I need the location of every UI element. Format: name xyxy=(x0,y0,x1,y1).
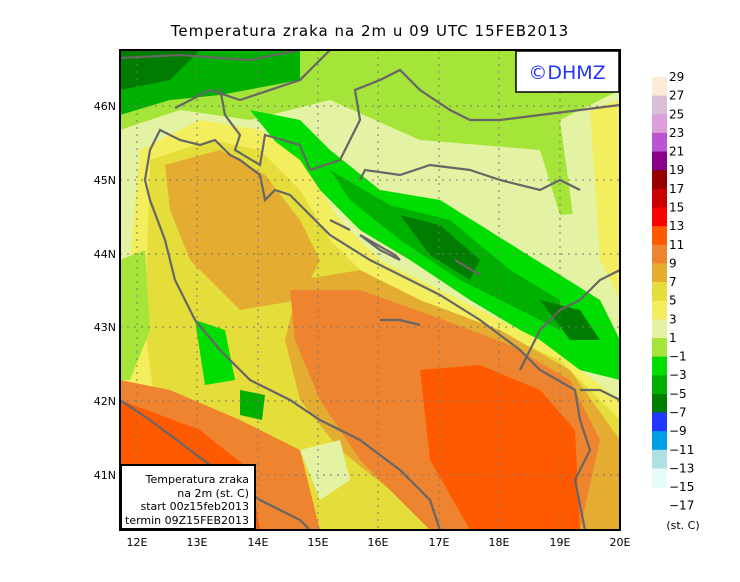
lon-label: 14E xyxy=(248,536,269,549)
legend-label: −1 xyxy=(669,350,687,364)
legend-label: 3 xyxy=(669,312,677,326)
legend-label: 23 xyxy=(669,126,684,140)
legend-label: 19 xyxy=(669,163,684,177)
legend-swatch xyxy=(652,282,667,302)
watermark-box xyxy=(515,50,620,93)
legend-swatch xyxy=(652,170,667,190)
map-frame xyxy=(119,49,621,531)
legend-label: −11 xyxy=(669,443,694,457)
legend-label: 25 xyxy=(669,107,684,121)
legend-unit: (st. C) xyxy=(666,519,699,532)
legend-swatch xyxy=(652,188,667,208)
legend-label: −9 xyxy=(669,424,687,438)
legend-label: 15 xyxy=(669,200,684,214)
legend-swatch xyxy=(652,226,667,246)
legend-swatch xyxy=(652,393,667,413)
info-line-4: termin 09Z15FEB2013 xyxy=(125,514,249,527)
info-line-3: start 00z15feb2013 xyxy=(140,500,249,513)
legend-swatch xyxy=(652,244,667,264)
lat-label: 46N xyxy=(94,100,116,113)
lat-label: 43N xyxy=(94,321,116,334)
legend-label: −13 xyxy=(669,461,694,475)
temperature-field xyxy=(120,50,620,530)
legend-label: 27 xyxy=(669,89,684,103)
legend-label: −3 xyxy=(669,368,687,382)
lat-lon-grid xyxy=(120,50,620,530)
legend-swatch xyxy=(652,263,667,283)
legend-label: −5 xyxy=(669,387,687,401)
legend-label: 5 xyxy=(669,294,677,308)
legend-label: 17 xyxy=(669,182,684,196)
info-line-1: Temperatura zraka xyxy=(145,473,249,486)
legend-swatch xyxy=(652,356,667,376)
legend-label: −15 xyxy=(669,480,694,494)
info-line-2: na 2m (st. C) xyxy=(177,487,249,500)
info-box xyxy=(120,464,256,530)
legend-swatch xyxy=(652,300,667,320)
lon-label: 19E xyxy=(550,536,571,549)
map-title: Temperatura zraka na 2m u 09 UTC 15FEB20… xyxy=(170,22,570,40)
legend-label: 21 xyxy=(669,145,684,159)
legend-swatch xyxy=(652,319,667,339)
legend-swatch xyxy=(652,431,667,451)
lat-label: 41N xyxy=(94,469,116,482)
legend-label: −7 xyxy=(669,406,687,420)
lat-label: 44N xyxy=(94,248,116,261)
legend-swatch xyxy=(652,449,667,469)
legend-swatch xyxy=(652,77,667,97)
legend-label: 29 xyxy=(669,70,684,84)
lat-label: 45N xyxy=(94,174,116,187)
legend-label: 9 xyxy=(669,256,677,270)
legend-swatch xyxy=(652,412,667,432)
lat-label: 42N xyxy=(94,395,116,408)
lon-label: 17E xyxy=(429,536,450,549)
legend-swatch xyxy=(652,114,667,134)
lon-label: 12E xyxy=(127,536,148,549)
color-legend: 29 27 25 23 21 19 17 15 13 11 9 7 5 3 1 −1 −3 −5 −7 −9 −11 −1… xyxy=(652,70,694,513)
legend-swatch xyxy=(652,95,667,115)
longitude-labels: 12E 13E 14E 15E 16E 17E 18E 19E 20E xyxy=(127,536,631,549)
legend-swatch xyxy=(652,207,667,227)
legend-swatch xyxy=(652,151,667,171)
latitude-labels: 46N 45N 44N 43N 42N 41N xyxy=(94,100,116,482)
legend-swatch xyxy=(652,337,667,357)
lon-label: 15E xyxy=(308,536,329,549)
legend-label: 7 xyxy=(669,275,677,289)
legend-label: −17 xyxy=(669,499,694,513)
lon-label: 16E xyxy=(368,536,389,549)
legend-swatch xyxy=(652,375,667,395)
legend-swatch xyxy=(652,468,667,488)
legend-label: 11 xyxy=(669,238,684,252)
lon-label: 20E xyxy=(610,536,631,549)
legend-label: 1 xyxy=(669,331,677,345)
legend-swatch xyxy=(652,132,667,152)
lon-label: 13E xyxy=(187,536,208,549)
legend-label: 13 xyxy=(669,219,684,233)
lon-label: 18E xyxy=(489,536,510,549)
dhmz-watermark: ©DHMZ xyxy=(528,62,605,84)
